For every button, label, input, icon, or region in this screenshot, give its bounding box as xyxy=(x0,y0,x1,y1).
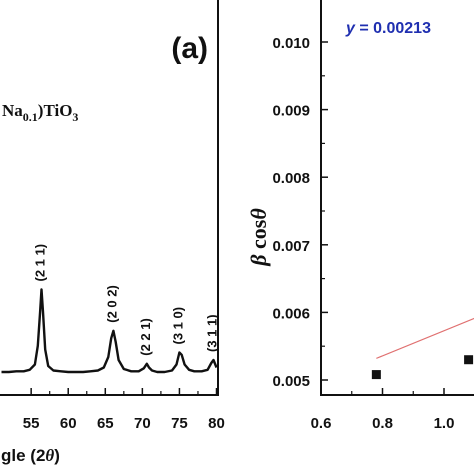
wh-data-points xyxy=(371,355,474,380)
peak-label: (2 2 1) xyxy=(138,318,153,356)
xrd-x-tick-label: 55 xyxy=(23,415,40,432)
wh-data-point xyxy=(464,355,474,365)
wh-y-tick-label: 0.009 xyxy=(272,103,310,120)
fit-equation: y = 0.00213 xyxy=(345,20,431,37)
xrd-pattern-line xyxy=(1,288,218,374)
xrd-x-tick-label: 65 xyxy=(97,415,114,432)
panel-label: (a) xyxy=(171,32,208,65)
peak-label: (2 0 2) xyxy=(104,285,119,323)
wh-y-axis-label: β cosθ xyxy=(246,208,271,267)
xrd-peak-labels: (2 1 1) (2 0 2) (2 2 1) (3 1 0) (3 1 1) xyxy=(33,244,220,356)
xrd-x-tick-label: 80 xyxy=(208,415,225,432)
xrd-panel: 55 60 65 70 75 80 (2 1 1) (2 0 2) (2 2 1) (3 1 0… xyxy=(0,0,225,465)
xrd-x-tick-label: 60 xyxy=(60,415,77,432)
xrd-x-axis: 55 60 65 70 75 80 xyxy=(23,388,225,432)
wh-x-tick-label: 0.8 xyxy=(372,415,393,432)
wh-y-tick-label: 0.007 xyxy=(272,238,310,255)
peak-label: (2 1 1) xyxy=(33,244,48,282)
xrd-plot-frame xyxy=(0,0,219,396)
wh-x-tick-label: 1.0 xyxy=(434,415,455,432)
peak-label: (3 1 0) xyxy=(170,307,185,345)
wh-y-tick-label: 0.010 xyxy=(272,35,310,52)
composition-label: Na0.1)TiO3 xyxy=(2,101,78,124)
wh-panel: 0.0050.0060.0070.0080.0090.0100.60.81.01… xyxy=(246,0,474,432)
xrd-x-tick-label: 75 xyxy=(171,415,188,432)
xrd-x-axis-label: gle (2θ) xyxy=(1,446,60,465)
xrd-x-tick-label: 70 xyxy=(134,415,151,432)
peak-label: (3 1 1) xyxy=(205,314,220,352)
wh-data-point xyxy=(371,370,381,380)
wh-y-tick-label: 0.006 xyxy=(272,305,310,322)
wh-fit-line xyxy=(376,317,474,359)
wh-y-tick-label: 0.005 xyxy=(272,373,310,390)
wh-plot-frame xyxy=(320,0,474,396)
wh-y-tick-label: 0.008 xyxy=(272,170,310,187)
wh-x-tick-label: 0.6 xyxy=(311,415,332,432)
